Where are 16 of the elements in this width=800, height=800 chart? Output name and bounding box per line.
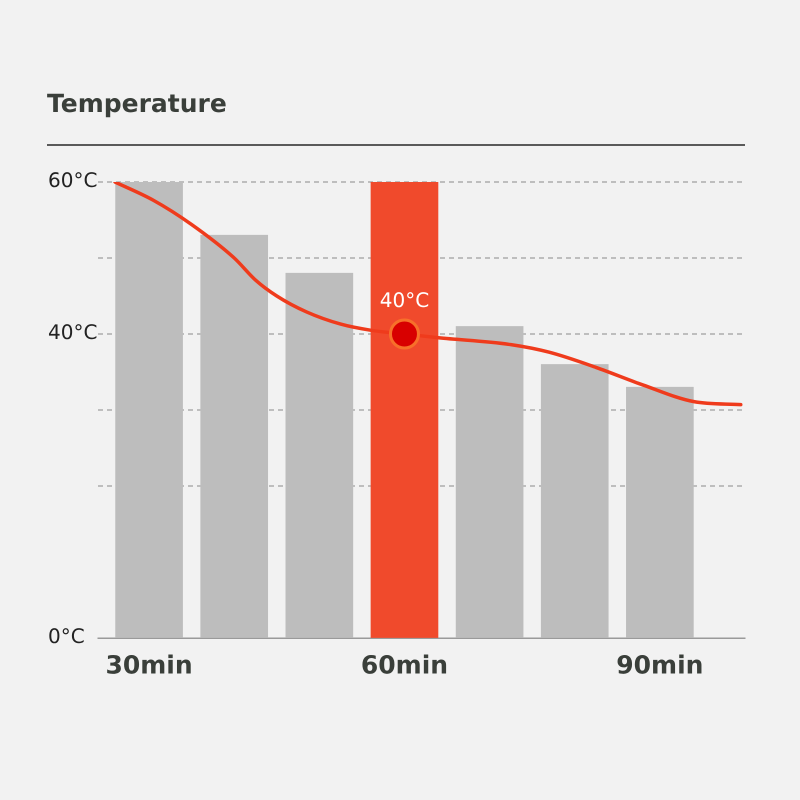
bar <box>200 234 268 638</box>
x-tick-label: 90min <box>616 650 704 680</box>
y-tick-label: 0°C <box>48 624 85 648</box>
x-tick-label: 60min <box>360 650 448 680</box>
bar <box>456 326 524 638</box>
line-series <box>113 182 742 406</box>
bar <box>626 386 694 638</box>
bar <box>286 272 354 638</box>
bar <box>115 182 183 638</box>
bar <box>370 182 438 638</box>
data-label: 40°C <box>380 288 430 312</box>
chart-title: Temperature <box>47 88 227 120</box>
y-tick-label: 40°C <box>48 320 98 344</box>
x-tick-label: 30min <box>105 650 193 680</box>
bar <box>540 364 609 638</box>
y-tick-label: 60°C <box>48 168 98 192</box>
